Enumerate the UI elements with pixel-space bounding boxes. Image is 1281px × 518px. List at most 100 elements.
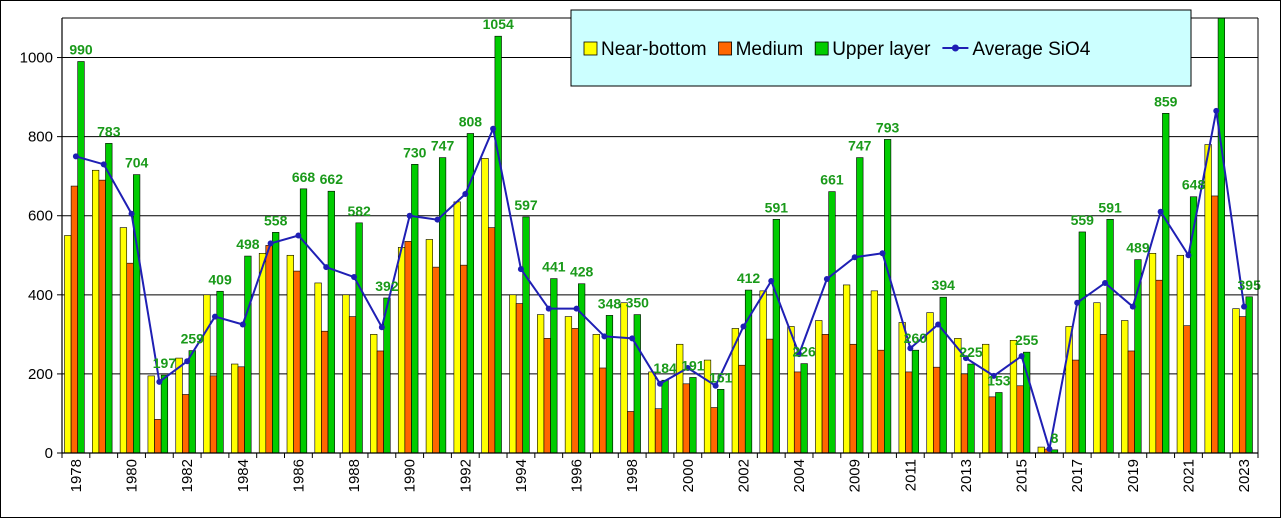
bar-medium [432,266,440,454]
average-sio4-point [879,250,886,257]
bar-near-bottom [314,282,322,454]
bar-upper-layer [1078,231,1086,454]
bar-medium [654,408,663,454]
bar-medium [348,316,357,454]
data-label: 808 [459,113,483,129]
average-sio4-point [406,212,413,219]
bar-upper-layer [327,190,335,454]
bar-near-bottom [870,290,879,454]
legend-label-average-sio4: Average SiO4 [972,39,1090,60]
legend-swatch-upper-layer [814,41,829,56]
average-sio4-point [573,305,580,312]
bar-upper-layer [383,297,391,454]
data-label: 428 [570,264,594,280]
bar-near-bottom [147,375,155,454]
bar-upper-layer [522,216,530,454]
bar-medium [182,394,190,454]
bar-upper-layer [550,278,558,454]
bar-upper-layer [939,296,947,454]
data-label: 597 [514,197,538,213]
data-label: 783 [97,123,121,139]
average-sio4-point [712,382,719,389]
bar-near-bottom [1232,308,1240,454]
average-sio4-point [434,216,441,223]
legend-swatch-medium [718,41,733,56]
legend-marker-average-sio4 [951,44,959,52]
bar-near-bottom [759,290,767,454]
bar-upper-layer [411,164,419,454]
average-sio4-point [490,125,497,132]
bar-upper-layer [1217,17,1225,454]
bar-upper-layer [299,188,308,454]
bar-medium [849,343,857,454]
average-sio4-point [1213,107,1220,114]
bar-near-bottom [92,169,100,454]
bar-medium [710,407,718,454]
average-sio4-point [851,254,858,261]
x-tick-label: 2011 [902,459,919,491]
bar-medium [793,371,802,454]
bar-upper-layer [661,379,669,454]
data-label: 793 [876,119,900,135]
bar-medium [682,383,690,454]
bar-medium [821,334,829,454]
bar-medium [988,396,996,454]
bar-near-bottom [1204,144,1212,454]
bar-upper-layer [911,349,920,454]
average-sio4-point [156,378,163,385]
bar-medium [515,303,524,454]
average-sio4-point [267,240,274,247]
bar-medium [488,227,496,454]
bar-near-bottom [1121,320,1129,454]
average-sio4-point [657,380,663,387]
data-label: 395 [1238,277,1262,293]
bar-near-bottom [286,254,294,454]
bar-medium [571,328,579,454]
x-tick-label: 2009 [847,459,864,492]
x-tick-label: 1978 [68,459,85,492]
x-tick-label: 2019 [1125,459,1142,492]
bar-near-bottom [370,334,378,454]
y-tick-label: 600 [28,208,53,225]
bar-medium [154,419,162,454]
bar-medium [1211,195,1219,454]
x-tick-label: 1982 [179,459,196,492]
legend: Near-bottom Medium Upper layer Average SiO4 [570,9,1192,87]
average-sio4-point [768,277,775,284]
x-tick-label: 2021 [1180,459,1197,492]
x-tick-label: 1996 [569,459,586,492]
bar-upper-layer [633,314,641,454]
bar-medium [1238,316,1247,454]
bar-upper-layer [856,157,864,454]
legend-label-medium: Medium [736,39,804,60]
bar-near-bottom [564,316,573,454]
y-tick-label: 400 [28,287,53,304]
average-sio4-point [601,333,608,340]
bar-upper-layer [772,218,780,454]
x-tick-label: 2023 [1236,459,1253,492]
bar-near-bottom [258,252,267,454]
x-tick-label: 1986 [290,459,307,492]
bar-upper-layer [1106,218,1114,454]
bar-upper-layer [1189,196,1198,454]
average-sio4-point [378,324,385,331]
average-sio4-point [1102,279,1109,286]
bar-upper-layer [355,222,363,454]
bar-near-bottom [1093,302,1101,454]
average-sio4-point [184,358,191,365]
bar-upper-layer [1245,296,1253,454]
y-tick-label: 0 [45,445,53,462]
bar-upper-layer [133,174,141,454]
data-label: 730 [403,144,427,160]
y-tick-label: 800 [28,129,53,146]
data-label: 153 [987,372,1011,388]
bar-upper-layer [77,61,85,454]
average-sio4-point [907,345,914,352]
data-label: 8 [1051,430,1059,446]
average-line [72,107,1248,453]
bar-upper-layer [160,374,169,454]
bar-near-bottom [509,294,517,454]
bar-near-bottom [537,314,545,454]
data-label: 225 [959,344,983,360]
